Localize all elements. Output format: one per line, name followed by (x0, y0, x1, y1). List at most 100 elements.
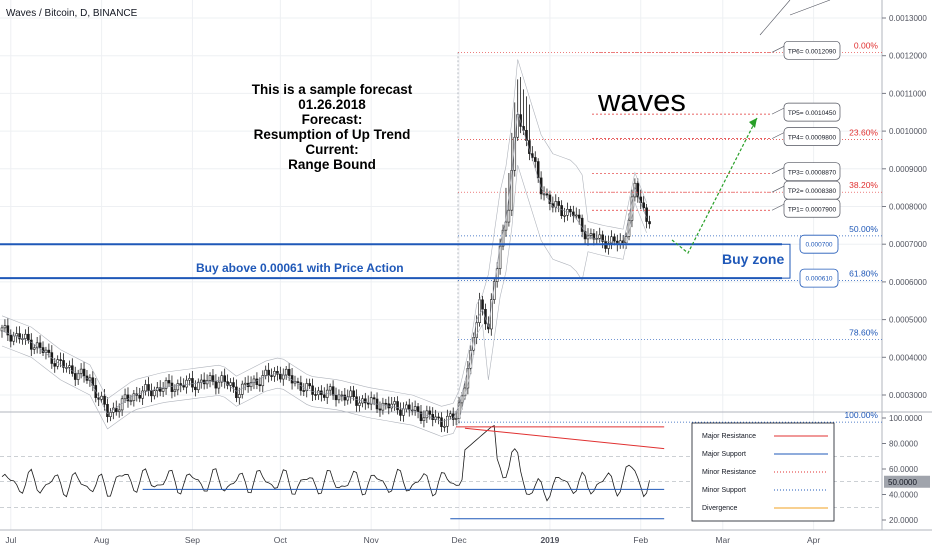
candle-body (302, 390, 306, 392)
candle-body (548, 194, 552, 204)
band-lower (1, 164, 647, 437)
candle-body (308, 383, 311, 387)
candle-body (583, 231, 587, 240)
candle-body (9, 334, 13, 342)
candle-body (264, 369, 268, 376)
candle-body (381, 402, 385, 411)
candle-body (176, 383, 180, 391)
forecast-text: This is a sample forecast 01.26.2018 For… (232, 82, 432, 172)
candle-body (173, 389, 177, 392)
candle-body (434, 416, 437, 420)
candle-body (475, 322, 478, 338)
candle-body (109, 412, 112, 417)
candle-body (501, 229, 505, 247)
target-callout-box (783, 127, 841, 146)
candle-body (366, 402, 370, 405)
candle-body (53, 363, 57, 367)
candle-body (267, 369, 270, 376)
osc-current-value: 50.0000 (888, 478, 917, 487)
callout-pointer (771, 167, 785, 174)
candle-body (457, 402, 461, 419)
candle-body (150, 390, 153, 397)
candle-body (645, 207, 648, 222)
candle-body (59, 359, 62, 361)
time-axis-label: Feb (633, 535, 648, 545)
candle-body (243, 382, 247, 385)
target-callout-box (783, 40, 841, 60)
candle-body (598, 234, 602, 239)
osc-legend-label: Divergence (702, 505, 738, 512)
price-tick-label: 0.0007000 (889, 240, 927, 249)
candle-body (27, 333, 30, 341)
osc-tick-label: 100.0000 (889, 414, 923, 423)
candle-body (284, 368, 288, 376)
time-axis-label: Nov (364, 535, 380, 545)
osc-tick-label: 20.0000 (889, 516, 918, 525)
candle-body (79, 368, 83, 374)
candle-body (317, 390, 320, 396)
candle-body (352, 390, 355, 398)
candle-body (270, 375, 273, 377)
candle-body (211, 375, 215, 382)
candle-body (328, 386, 332, 391)
candle-body (287, 368, 291, 376)
candle-body (364, 398, 367, 404)
osc-divergence-line (464, 427, 665, 450)
time-axis-label: Mar (715, 535, 730, 545)
candle-body (454, 418, 458, 420)
candle-body (3, 325, 7, 329)
candle-body (586, 235, 590, 240)
candle-body (232, 382, 235, 388)
candle-body (100, 395, 103, 400)
candle-body (428, 410, 432, 415)
buy-zone-bracket (782, 243, 791, 279)
candle-body (393, 401, 396, 405)
candle-body (194, 386, 197, 391)
candle-body (639, 196, 643, 204)
zone-callout-box (799, 268, 839, 288)
fib-level-label: 50.00% (849, 224, 878, 234)
candle-body (279, 373, 282, 380)
forecast-line: Resumption of Up Trend (253, 127, 411, 142)
candle-body (539, 177, 543, 195)
candle-body (41, 347, 45, 353)
osc-tick-label: 80.0000 (889, 440, 918, 449)
candle-body (545, 193, 549, 196)
callout-pointer (771, 46, 785, 53)
candle-body (147, 384, 150, 391)
buy-above-note: Buy above 0.00061 with Price Action (196, 261, 404, 275)
candle-body (44, 349, 48, 353)
candle-body (223, 375, 226, 382)
candle-body (311, 385, 314, 395)
callout-pointer (759, 0, 791, 36)
candle-body (440, 417, 443, 427)
candle-body (132, 393, 136, 401)
buy-zone-label: Buy zone (722, 251, 785, 267)
candle-body (229, 382, 232, 386)
candle-body (425, 410, 429, 419)
price-tick-label: 0.0006000 (889, 278, 927, 287)
fib-level-label: 100.00% (844, 410, 878, 420)
candle-body (144, 384, 147, 392)
candle-body (431, 414, 435, 420)
target-callout-box (783, 198, 841, 218)
candle-body (29, 339, 33, 350)
candle-body (349, 390, 352, 398)
candle-body (378, 408, 382, 411)
candle-body (24, 333, 27, 339)
price-tick-label: 0.0004000 (889, 353, 927, 362)
candle-body (504, 221, 508, 231)
candle-body (167, 380, 171, 384)
candle-body (123, 394, 127, 400)
candle-body (554, 201, 558, 208)
callout-pointer (789, 0, 831, 16)
candle-body (533, 157, 537, 162)
candle-body (82, 368, 86, 377)
callout-pointer (771, 185, 785, 193)
candle-body (276, 371, 279, 375)
candle-body (337, 394, 341, 401)
projection-arrowhead (749, 118, 757, 128)
callout-pointer (771, 204, 785, 211)
forecast-line: Current: (305, 142, 359, 157)
